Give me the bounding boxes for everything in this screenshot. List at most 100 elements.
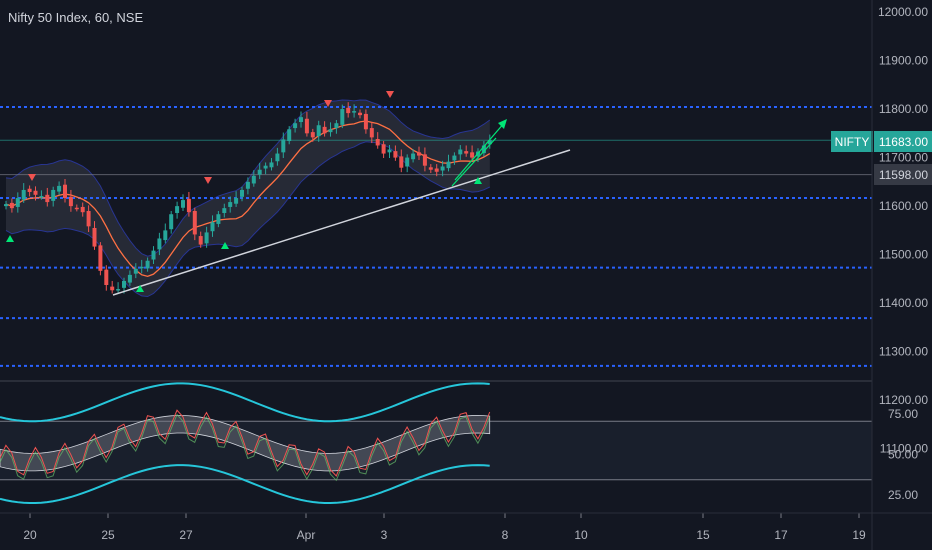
symbol-badge bbox=[831, 131, 873, 152]
candle-body bbox=[15, 198, 20, 207]
candle-body bbox=[122, 280, 126, 288]
oscillator-tick-label: 75.00 bbox=[888, 407, 918, 421]
candle-body bbox=[245, 181, 250, 189]
sell-signal-marker bbox=[324, 100, 332, 107]
sell-signal-marker bbox=[386, 91, 394, 98]
candle-body bbox=[387, 149, 392, 153]
candle-body bbox=[198, 236, 203, 245]
symbol-badge-label: NIFTY bbox=[835, 135, 870, 149]
oscillator-panel bbox=[0, 382, 872, 505]
arrow-line bbox=[454, 121, 506, 181]
candle-body bbox=[281, 139, 286, 153]
candle-body bbox=[163, 230, 168, 241]
candle-body bbox=[86, 210, 91, 227]
candle-body bbox=[322, 126, 327, 134]
candle-body bbox=[228, 202, 233, 207]
candle-body bbox=[464, 151, 469, 154]
candle-body bbox=[275, 153, 280, 162]
candle-body bbox=[151, 250, 156, 260]
price-tick-label: 11500.00 bbox=[879, 248, 928, 262]
trend-line bbox=[112, 149, 571, 296]
price-panel bbox=[0, 91, 872, 367]
oscillator-tick-label: 25.00 bbox=[888, 488, 918, 502]
oscillator-line bbox=[0, 409, 491, 477]
candle-body bbox=[27, 188, 32, 192]
candle-body bbox=[481, 145, 486, 154]
candle-body bbox=[399, 156, 404, 168]
candle-body bbox=[57, 185, 62, 192]
candle-body bbox=[405, 157, 410, 167]
candle-body bbox=[299, 117, 303, 123]
arrow-head bbox=[498, 119, 507, 129]
candle-body bbox=[9, 202, 14, 209]
buy-signal-marker bbox=[221, 242, 229, 249]
oscillator-axis: 75.00 50.00 25.00 bbox=[888, 407, 918, 502]
time-tick-label: 10 bbox=[574, 528, 588, 542]
time-tick-label: 20 bbox=[23, 528, 37, 542]
candle-body bbox=[63, 184, 67, 199]
time-tick-label: 25 bbox=[101, 528, 115, 542]
candle-body bbox=[92, 227, 97, 247]
oscillator-tick-label: 50.00 bbox=[888, 448, 918, 462]
candle-body bbox=[411, 153, 416, 160]
candle-body bbox=[234, 198, 239, 204]
candle-body bbox=[363, 113, 368, 130]
candle-body bbox=[139, 266, 144, 269]
moving-average-line bbox=[5, 120, 491, 278]
candle-body bbox=[340, 109, 345, 125]
candle-body bbox=[110, 286, 115, 291]
oscillator-upper-channel bbox=[0, 382, 490, 423]
candle-body bbox=[257, 169, 262, 175]
candle-body bbox=[192, 210, 197, 235]
time-tick-label: 17 bbox=[774, 528, 788, 542]
price-tick-label: 12000.00 bbox=[878, 5, 928, 19]
candle-body bbox=[169, 214, 174, 230]
candle-body bbox=[269, 162, 274, 168]
buy-signal-marker bbox=[474, 177, 482, 184]
candle-body bbox=[210, 222, 215, 232]
oscillator-signal-line bbox=[0, 413, 491, 482]
candle-body bbox=[133, 268, 138, 274]
candle-body bbox=[334, 123, 339, 129]
sell-signal-marker bbox=[204, 177, 212, 184]
time-tick-label: 3 bbox=[381, 528, 388, 542]
candle-body bbox=[381, 144, 386, 154]
candle-body bbox=[346, 107, 351, 114]
time-tick-label: 27 bbox=[179, 528, 193, 542]
candle-body bbox=[316, 125, 321, 137]
candle-body bbox=[4, 204, 8, 207]
candle-body bbox=[458, 149, 463, 155]
candle-body bbox=[417, 152, 421, 156]
price-tick-label: 11400.00 bbox=[879, 296, 928, 310]
candle-body bbox=[393, 151, 398, 158]
arrow-line bbox=[451, 137, 497, 187]
candle-body bbox=[487, 140, 492, 145]
candle-body bbox=[145, 260, 150, 269]
candle-body bbox=[45, 194, 50, 203]
candle-body bbox=[80, 206, 85, 213]
sell-signal-marker bbox=[28, 174, 36, 181]
price-tick-label: 11200.00 bbox=[879, 393, 928, 407]
candle-body bbox=[175, 206, 180, 214]
candle-body bbox=[181, 200, 185, 208]
price-tick-label: 11300.00 bbox=[879, 345, 928, 359]
price-tick-label: 11700.00 bbox=[879, 151, 928, 165]
candle-body bbox=[287, 129, 292, 142]
candle-body bbox=[452, 155, 457, 161]
candle-body bbox=[428, 167, 433, 170]
price-tick-label: 11100.00 bbox=[880, 442, 929, 456]
candle-body bbox=[263, 165, 268, 169]
candle-body bbox=[434, 168, 439, 172]
candle-body bbox=[186, 198, 191, 213]
candle-body bbox=[98, 245, 103, 271]
candle-body bbox=[440, 166, 445, 171]
oscillator-lower-channel bbox=[0, 464, 490, 505]
candle-body bbox=[127, 274, 132, 283]
time-tick-label: 19 bbox=[852, 528, 866, 542]
price-axis: 12000.00 11900.00 11800.00 11700.00 11600.00… bbox=[831, 5, 932, 456]
candle-body bbox=[310, 132, 315, 138]
candle-body bbox=[74, 207, 79, 210]
time-tick-label: 8 bbox=[502, 528, 509, 542]
candle-body bbox=[222, 208, 227, 214]
